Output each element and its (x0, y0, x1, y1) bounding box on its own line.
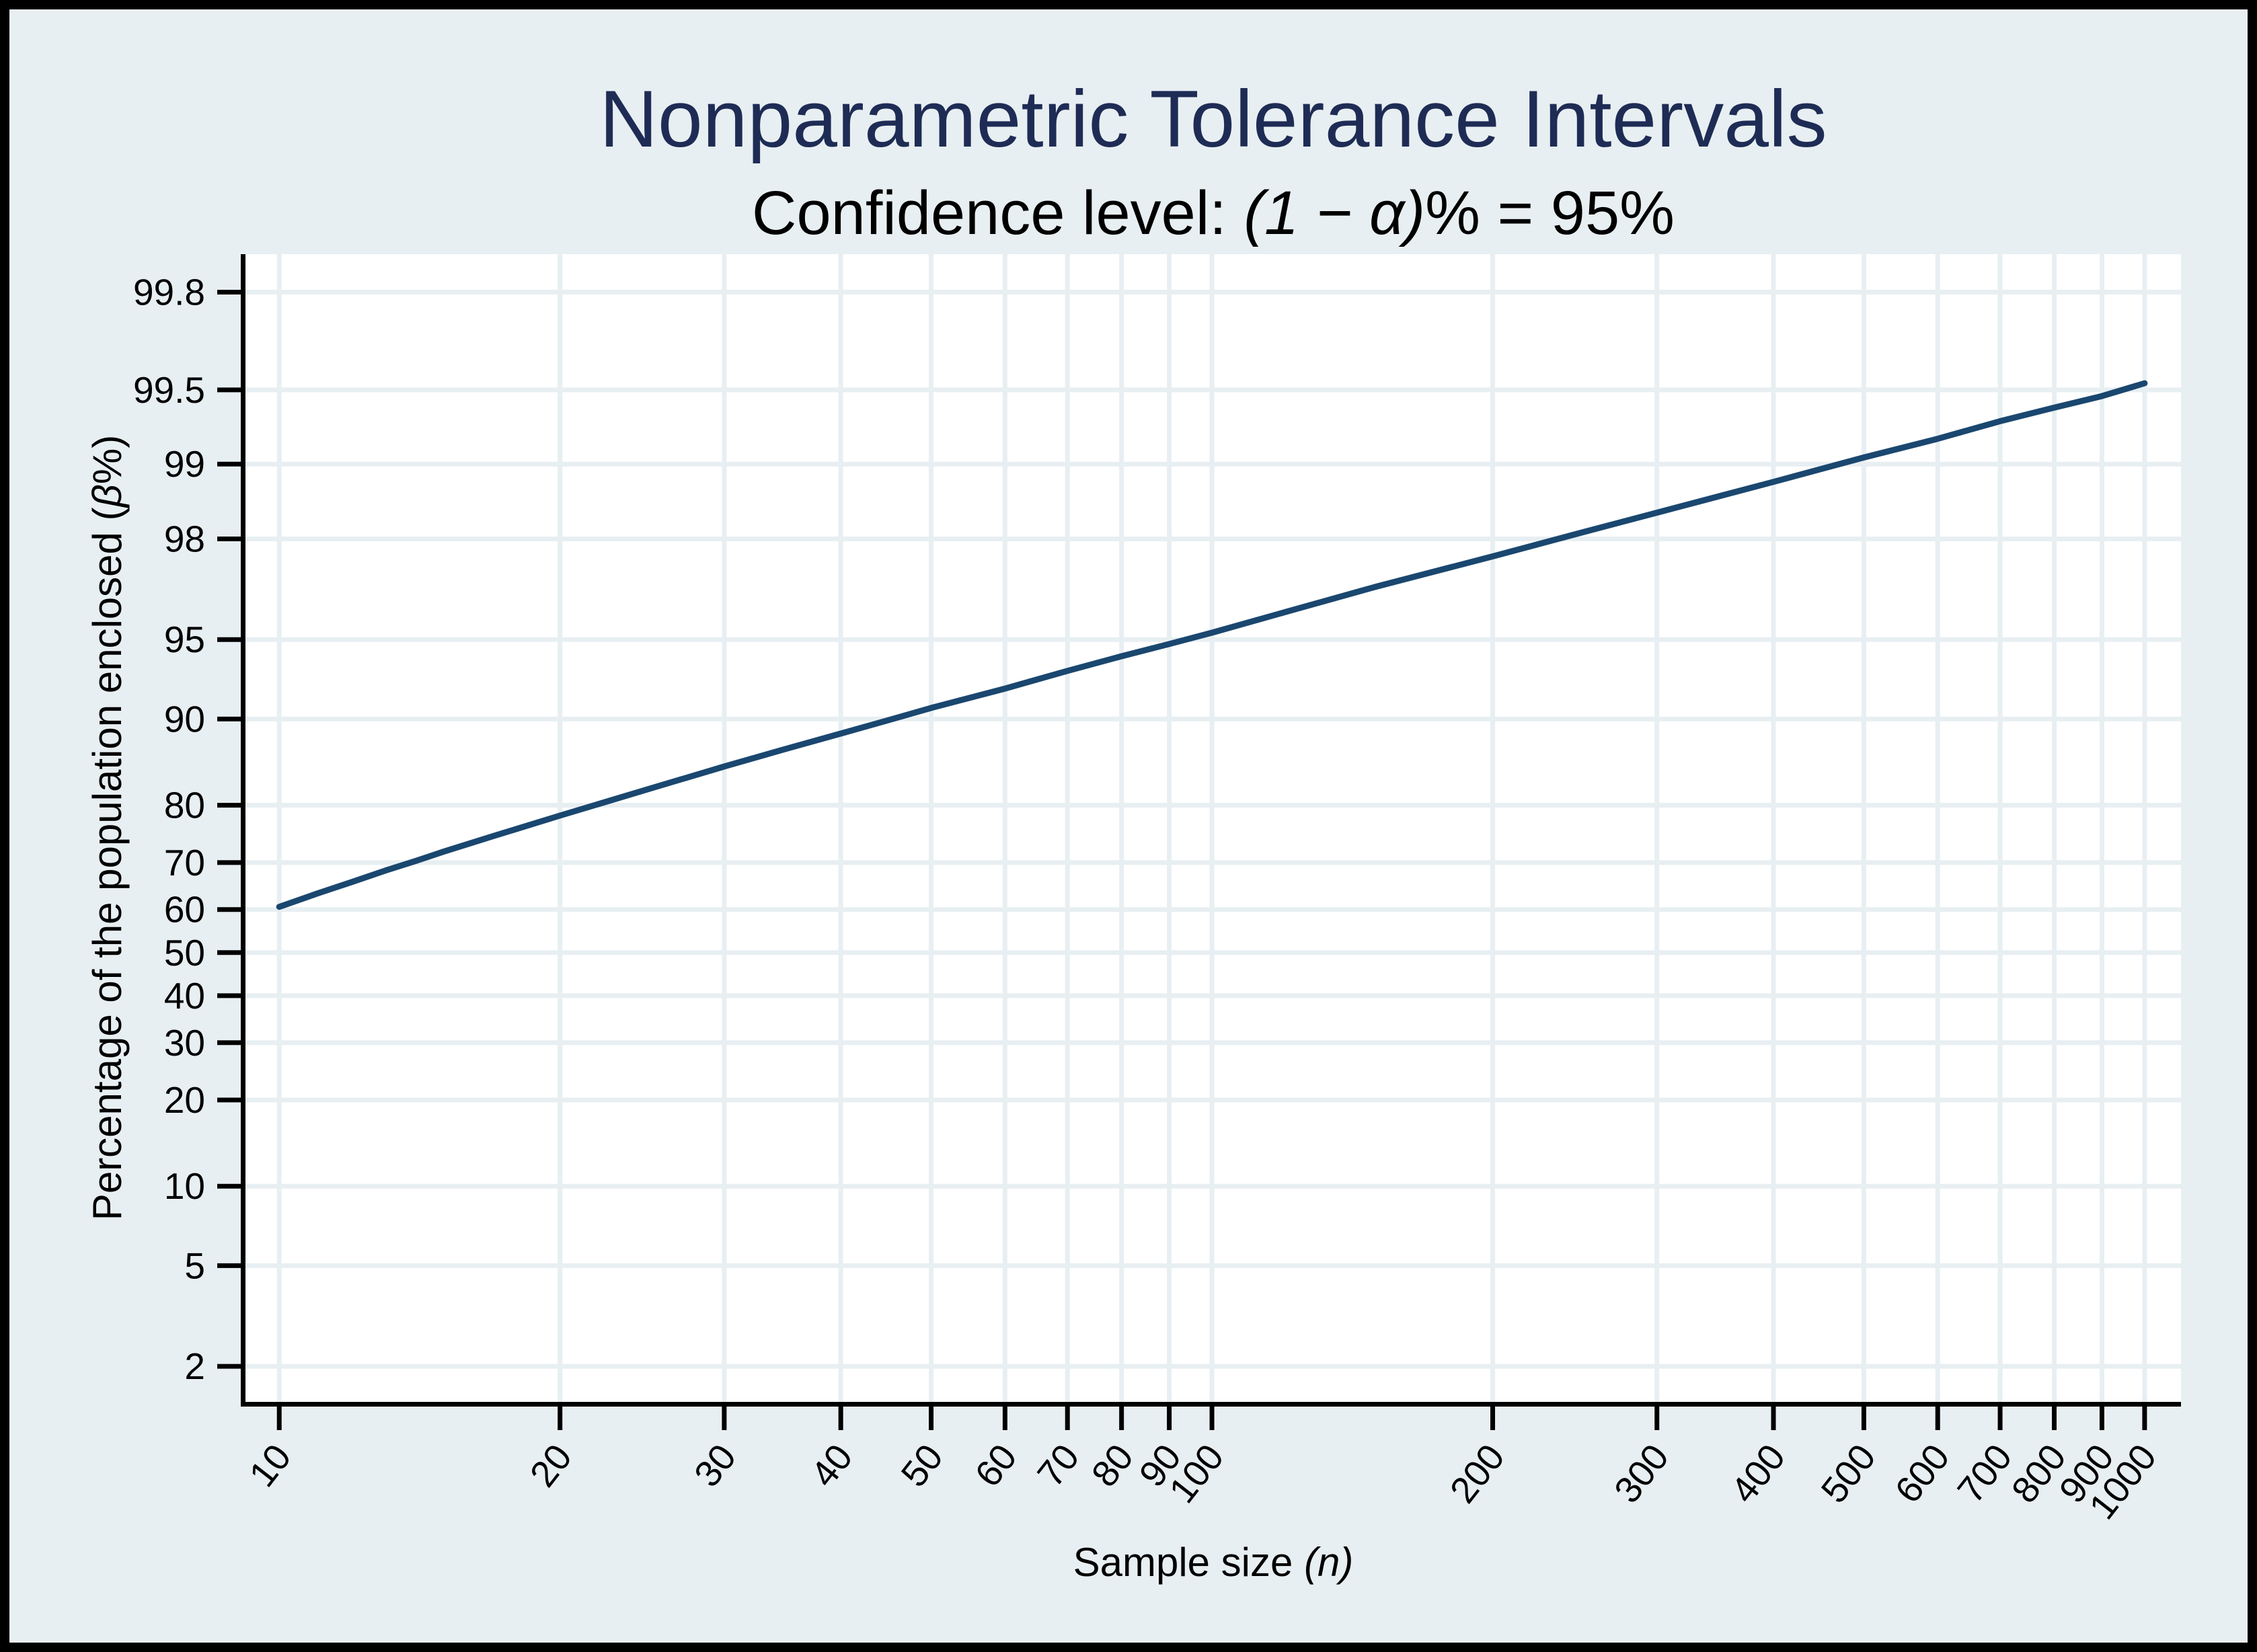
x-axis-title-prefix: Sample size (1073, 1540, 1304, 1585)
x-axis-title: Sample size (n) (1073, 1540, 1354, 1585)
gridlines (245, 254, 2181, 1402)
y-tick-label: 99 (164, 443, 205, 485)
x-axis-title-var: (n) (1304, 1540, 1353, 1585)
chart-subtitle-suffix: % = 95% (1425, 179, 1675, 247)
y-axis-title-var: β (85, 484, 130, 508)
axes (241, 254, 2181, 1407)
y-tick-label: 98 (164, 518, 205, 559)
y-tick-label: 90 (164, 698, 205, 740)
y-axis-title-suffix: %) (85, 435, 130, 484)
y-tick-label: 5 (184, 1245, 205, 1286)
y-tick-label: 99.8 (133, 271, 205, 313)
tick-marks (217, 289, 2147, 1430)
y-tick-label: 80 (164, 785, 205, 826)
y-tick-label: 30 (164, 1022, 205, 1064)
y-tick-label: 10 (164, 1165, 205, 1207)
chart-subtitle-prefix: Confidence level: (752, 179, 1244, 247)
data-series (276, 380, 2148, 910)
y-tick-label: 40 (164, 975, 205, 1017)
y-tick-label: 60 (164, 889, 205, 931)
y-axis-title-prefix: Percentage of the population enclosed ( (85, 507, 130, 1220)
y-tick-label: 99.5 (133, 369, 205, 411)
chart-subtitle: Confidence level: (1 − α)% = 95% (752, 179, 1675, 247)
chart-subtitle-formula: (1 − α) (1244, 179, 1425, 247)
tolerance-curve-line (276, 380, 2148, 910)
y-tick-label: 95 (164, 619, 205, 660)
chart-title: Nonparametric Tolerance Intervals (599, 74, 1827, 164)
y-tick-label: 2 (184, 1345, 205, 1387)
y-tick-label: 20 (164, 1079, 205, 1121)
y-tick-label: 70 (164, 842, 205, 883)
y-tick-label: 50 (164, 932, 205, 974)
y-axis-title: Percentage of the population enclosed (β… (85, 435, 130, 1220)
